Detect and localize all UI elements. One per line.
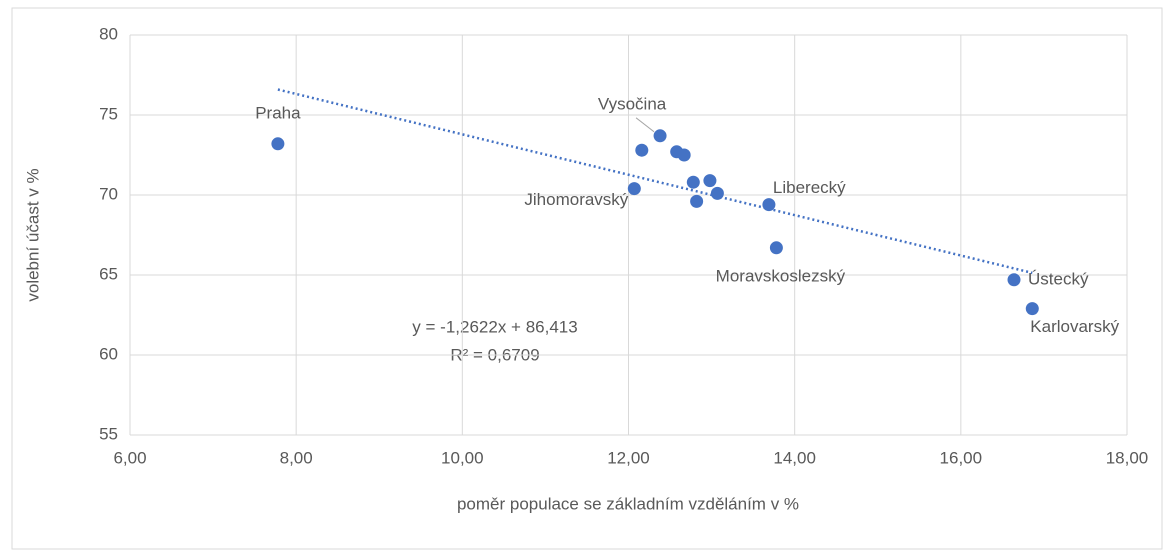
y-tick-label: 75 <box>99 104 118 123</box>
data-point <box>635 143 649 157</box>
data-label: Liberecký <box>773 178 846 197</box>
x-tick-label: 8,00 <box>280 448 313 467</box>
leader-line <box>635 117 655 133</box>
data-label: Praha <box>255 103 301 122</box>
x-axis-title: poměr populace se základním vzděláním v … <box>457 494 799 513</box>
x-tick-label: 14,00 <box>773 448 816 467</box>
data-point <box>627 182 641 196</box>
y-tick-label: 55 <box>99 424 118 443</box>
x-tick-label: 16,00 <box>940 448 983 467</box>
y-tick-label: 65 <box>99 264 118 283</box>
data-point <box>703 174 717 188</box>
trend-line <box>277 88 1033 275</box>
y-axis-title: volební účast v % <box>23 168 42 301</box>
chart-border <box>11 7 1163 550</box>
data-point <box>690 194 704 208</box>
x-tick-label: 18,00 <box>1106 448 1149 467</box>
trend-equation: y = -1,2622x + 86,413 <box>412 317 577 336</box>
data-point <box>710 186 724 200</box>
y-tick-label: 80 <box>99 24 118 43</box>
data-label: Ústecký <box>1028 269 1089 288</box>
data-point <box>762 198 776 212</box>
data-label: Karlovarský <box>1030 317 1119 336</box>
data-point <box>686 175 700 189</box>
data-label: Moravskoslezský <box>716 266 846 285</box>
data-point <box>677 148 691 162</box>
y-tick-label: 60 <box>99 344 118 363</box>
data-point <box>653 129 667 143</box>
data-point <box>271 137 285 151</box>
data-label: Jihomoravský <box>524 190 628 209</box>
data-point <box>769 241 783 255</box>
x-tick-label: 10,00 <box>441 448 484 467</box>
x-tick-label: 12,00 <box>607 448 650 467</box>
y-tick-label: 70 <box>99 184 118 203</box>
data-point <box>1025 302 1039 316</box>
x-tick-label: 6,00 <box>113 448 146 467</box>
data-point <box>1007 273 1021 287</box>
data-label: Vysočina <box>598 94 667 113</box>
